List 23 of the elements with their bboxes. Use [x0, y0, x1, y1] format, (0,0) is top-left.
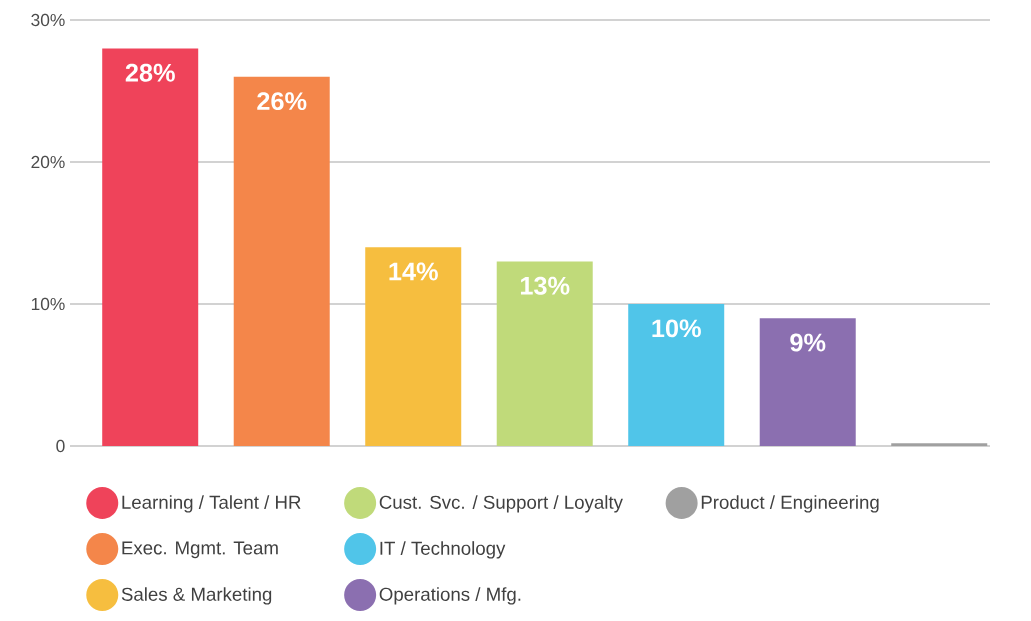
bar [496, 261, 593, 446]
y-tick-label: 10% [31, 297, 65, 311]
legend-label: Cust. Svc. / Support / Loyalty [379, 495, 623, 513]
data-label: 10% [652, 319, 701, 338]
legend-label: Exec. Mgmt. Team [122, 541, 278, 559]
bar [233, 76, 330, 446]
legend-label: IT / Technology [380, 541, 506, 559]
y-tick-label: 0 [56, 439, 65, 453]
legend-label: Product / Engineering [701, 495, 879, 513]
bar [759, 318, 856, 446]
y-tick-label: 20% [31, 155, 65, 169]
data-label: 9% [790, 333, 826, 352]
bar [628, 304, 725, 446]
legend-label: Learning / Talent / HR [122, 495, 301, 513]
data-label: 26% [257, 92, 307, 111]
legend-label: Sales & Marketing [121, 587, 272, 605]
y-tick-label: 30% [31, 13, 65, 27]
data-label: 14% [389, 262, 438, 281]
bar [365, 247, 462, 446]
data-label: 13% [520, 276, 570, 295]
bar [102, 48, 199, 446]
data-label: 28% [125, 63, 175, 82]
legend-label: Operations / Mfg. [379, 587, 521, 605]
